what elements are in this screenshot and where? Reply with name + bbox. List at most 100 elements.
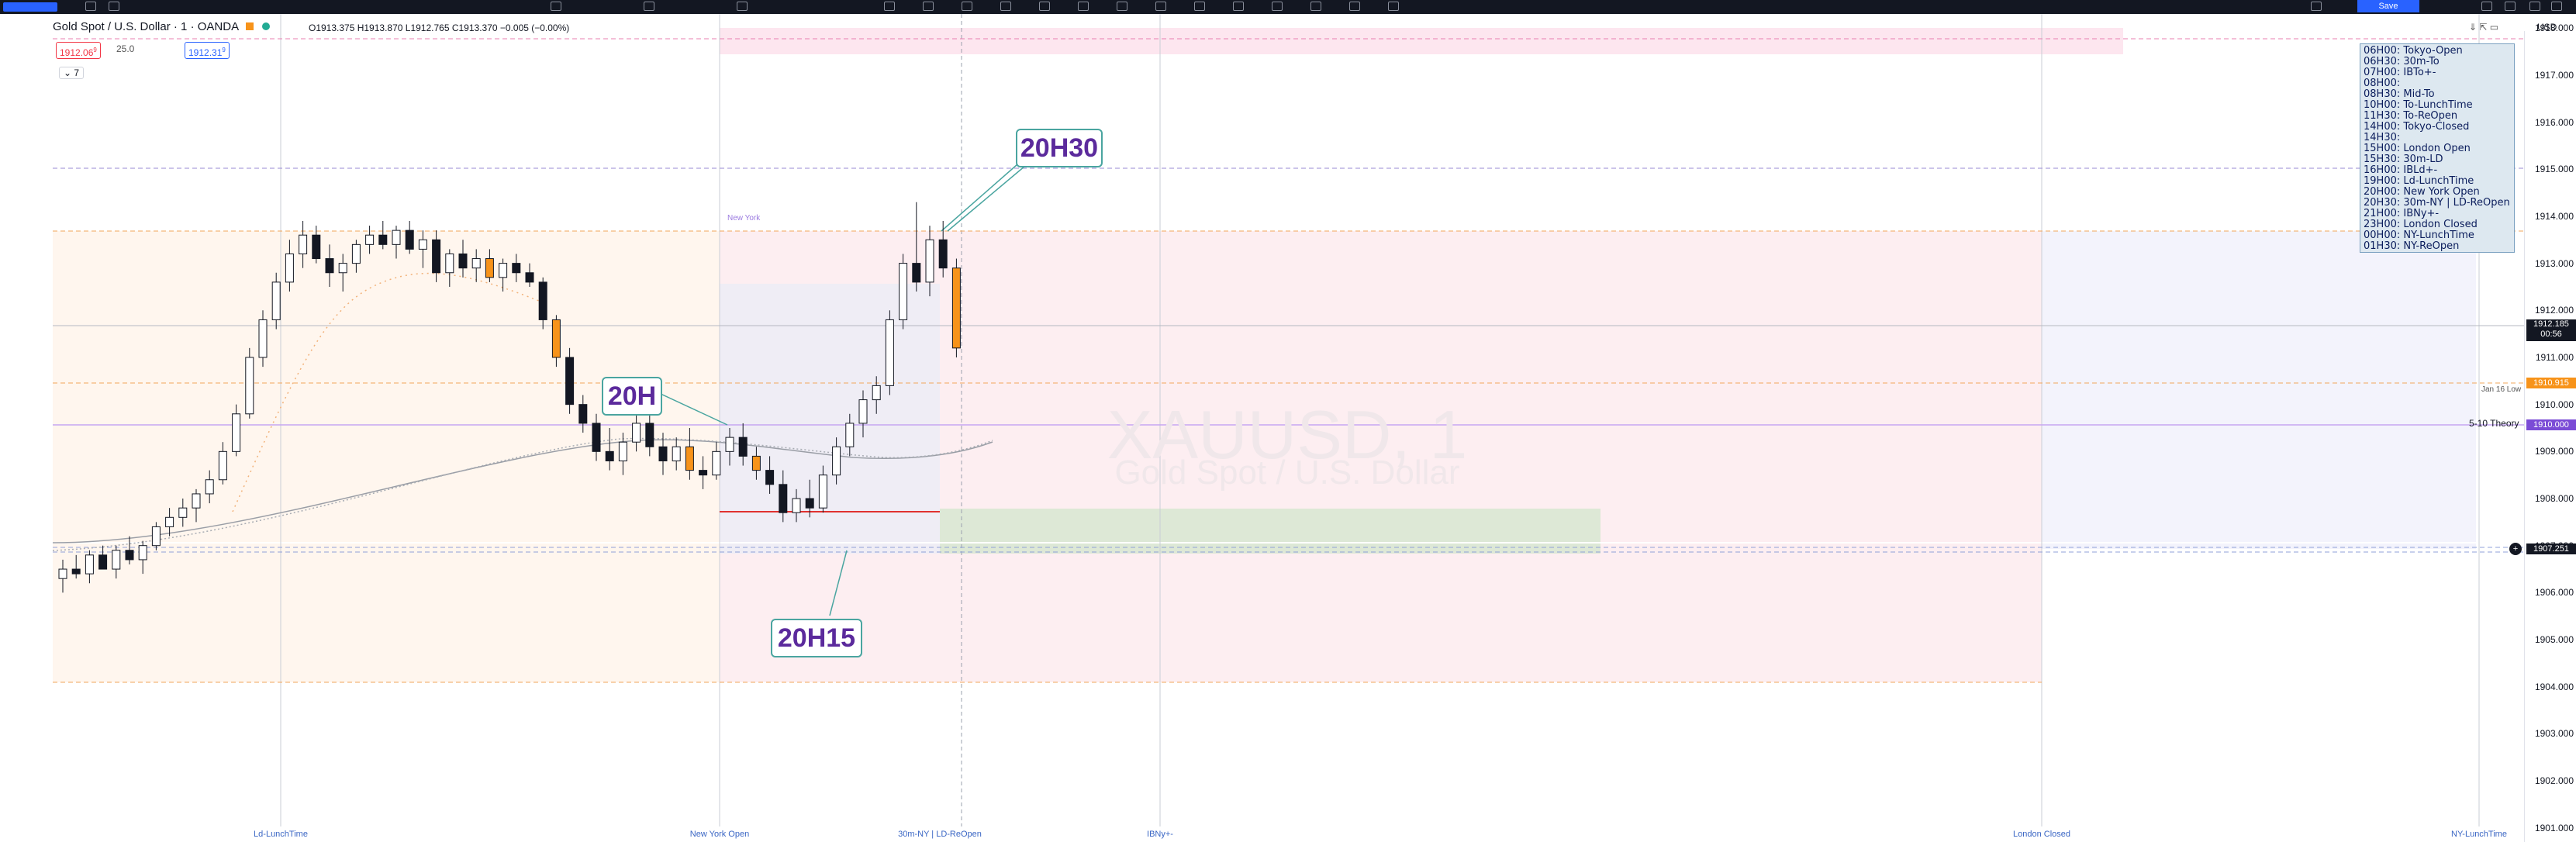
candle-body — [912, 263, 921, 283]
candle — [672, 437, 681, 471]
candle-body — [525, 272, 534, 283]
candle-body — [592, 423, 601, 452]
session-legend-item: 15H00: London Open — [2364, 143, 2471, 154]
candle — [565, 347, 575, 414]
last-price-label: 1912.185 00:56 — [2526, 319, 2576, 341]
price-axis[interactable]: 1918.000 1917.000 1916.000 1915.000 1914.000… — [2524, 22, 2576, 842]
candle-body — [178, 507, 188, 518]
callout-20h[interactable]: 20H — [602, 377, 662, 416]
candle-body — [885, 319, 894, 386]
magnet-icon[interactable] — [1272, 2, 1283, 11]
session-zone-asia — [2042, 231, 2476, 549]
candle-body — [538, 281, 547, 320]
pattern-icon[interactable] — [1039, 2, 1050, 11]
trendline-icon[interactable] — [962, 2, 972, 11]
candle — [258, 310, 268, 368]
sell-button[interactable]: 1912.069 — [56, 42, 101, 59]
candle — [485, 249, 494, 282]
currency-label[interactable]: USD — [2537, 22, 2557, 33]
price-chart[interactable] — [0, 0, 2524, 842]
zoom-icon[interactable] — [1233, 2, 1244, 11]
session-legend-item: 14H00: Tokyo-Closed — [2364, 121, 2470, 133]
volume-profile-zone — [720, 284, 940, 554]
callout-20h15[interactable]: 20H15 — [771, 619, 862, 657]
share-icon[interactable] — [2551, 2, 2562, 11]
y-tick-label: 1916.000 — [2534, 116, 2574, 128]
candle-body — [125, 550, 134, 561]
candle — [312, 226, 321, 264]
candle — [338, 254, 347, 292]
camera-icon[interactable] — [2529, 2, 2540, 11]
projection-icon[interactable] — [1078, 2, 1089, 11]
candle-body — [218, 450, 227, 481]
candle-body — [392, 229, 401, 245]
candle — [912, 202, 921, 292]
candle — [738, 423, 748, 466]
replay-icon[interactable] — [737, 2, 748, 11]
layout-icon[interactable] — [2311, 2, 2322, 11]
callout-20h30[interactable]: 20H30 — [1016, 129, 1103, 167]
candle — [592, 413, 601, 461]
scroll-icon[interactable]: ⇓ ⇱ ▭ — [2469, 22, 2499, 33]
sell-price-super: 9 — [93, 47, 97, 53]
candle-body — [605, 450, 614, 461]
symbol-header[interactable]: Gold Spot / U.S. Dollar · 1 · OANDA — [53, 20, 270, 33]
top-toolbar: Save — [0, 0, 2576, 14]
y-tick-label: 1918.000 — [2534, 22, 2574, 34]
y-tick-label: 1903.000 — [2534, 728, 2574, 740]
session-legend-item: 06H30: 30m-To — [2364, 56, 2440, 67]
candle — [218, 442, 227, 485]
cursor-icon[interactable] — [884, 2, 895, 11]
trash-icon[interactable] — [1388, 2, 1399, 11]
plus-icon[interactable]: + — [2509, 543, 2522, 555]
y-tick-label: 1917.000 — [2534, 69, 2574, 81]
candle — [818, 465, 827, 513]
x-tick-label: 30m-NY | LD-ReOpen — [898, 830, 982, 839]
eye-icon[interactable] — [1349, 2, 1360, 11]
lock-icon[interactable] — [1310, 2, 1321, 11]
candle — [618, 433, 627, 475]
brush-icon[interactable] — [1117, 2, 1127, 11]
session-legend-item: 16H00: IBLd+- — [2364, 164, 2438, 176]
candle — [192, 488, 201, 523]
candlestick-series — [58, 202, 961, 593]
y-tick-label: 1901.000 — [2534, 822, 2574, 833]
candle-body — [432, 239, 441, 274]
buy-button[interactable]: 1912.319 — [185, 42, 230, 59]
ruler-icon[interactable] — [1194, 2, 1205, 11]
session-legend-item: 11H30: To-ReOpen — [2364, 110, 2458, 122]
fib-icon[interactable] — [1000, 2, 1011, 11]
indicators-icon[interactable] — [551, 2, 561, 11]
candle — [285, 240, 294, 292]
session-zone-newyork — [720, 231, 2042, 682]
candle-body — [338, 263, 347, 274]
logo-icon[interactable] — [3, 2, 57, 12]
settings-icon[interactable] — [2481, 2, 2492, 11]
fullscreen-icon[interactable] — [2505, 2, 2516, 11]
text-tool-icon[interactable] — [1155, 2, 1166, 11]
candle-body — [351, 243, 361, 264]
session-legend-item: 06H00: Tokyo-Open — [2364, 45, 2463, 57]
candle — [418, 230, 427, 268]
interval-tool-icon[interactable] — [109, 2, 119, 11]
session-legend-item: 19H00: Ld-LunchTime — [2364, 175, 2474, 187]
x-tick-label: New York Open — [689, 830, 750, 839]
save-button[interactable]: Save — [2357, 0, 2419, 12]
candle-body — [751, 455, 761, 471]
interval-tool-icon[interactable] — [85, 2, 96, 11]
candle — [885, 310, 894, 395]
candle-body — [271, 281, 281, 320]
candle-body — [418, 239, 427, 250]
candle-body — [618, 441, 627, 461]
x-tick-label: Ld-LunchTime — [254, 830, 308, 839]
alert-icon[interactable] — [644, 2, 654, 11]
candle — [85, 550, 94, 584]
spread-value: 25.0 — [116, 43, 135, 54]
y-tick-label: 1910.000 — [2534, 399, 2574, 410]
crosshair-icon[interactable] — [923, 2, 934, 11]
candle-body — [299, 234, 308, 254]
candle — [538, 277, 547, 330]
indicators-collapse-button[interactable]: ⌄ 7 — [59, 67, 85, 79]
candle-body — [765, 470, 775, 485]
candle-body — [738, 437, 748, 457]
